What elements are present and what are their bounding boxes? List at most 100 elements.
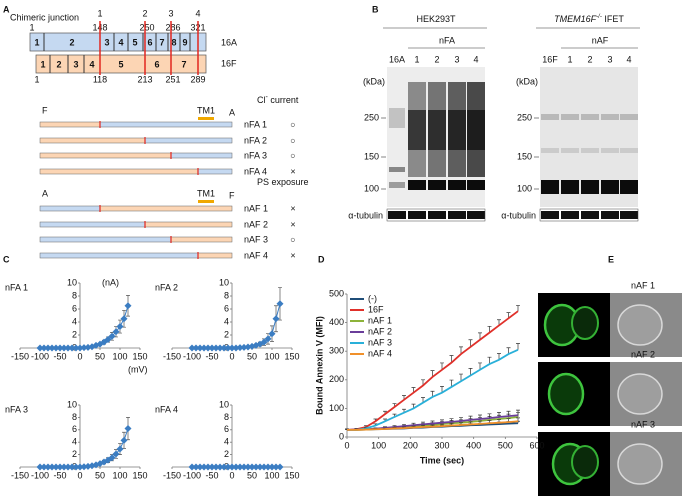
construct-name: nFA 3 (244, 150, 267, 160)
domain-label: 9 (182, 37, 187, 47)
mw-marker: 250 (364, 112, 379, 122)
terminus-label: A (229, 107, 235, 117)
genotype: -/- (596, 14, 602, 20)
series-line (347, 348, 519, 431)
data-point (268, 463, 276, 471)
y-tick-label: 2 (224, 329, 229, 339)
chart-title: nFA 2 (155, 282, 178, 292)
protein-name: 16F (221, 58, 237, 68)
x-tick-label: 50 (247, 470, 257, 480)
x-tick-label: 0 (344, 440, 349, 450)
data-point (80, 463, 88, 471)
tubulin-band (601, 211, 619, 219)
domain-label: 4 (118, 37, 123, 47)
y-axis-title: Bound Annexin V (MFI) (314, 316, 324, 415)
band (408, 180, 426, 190)
y-tick-label: 300 (329, 346, 344, 356)
cell-signal (571, 306, 599, 340)
error-bar (459, 373, 463, 382)
protein-bar (29, 32, 207, 52)
domain-label: 5 (118, 59, 123, 69)
data-point (192, 344, 200, 352)
data-point (204, 344, 212, 352)
domain-label: 3 (73, 59, 78, 69)
terminus-label: A (42, 188, 48, 198)
series-line (40, 428, 129, 468)
data-point (60, 344, 68, 352)
cell-signal (571, 445, 599, 479)
error-bar (516, 343, 520, 350)
y-tick-label: 200 (329, 374, 344, 384)
protein-bar (35, 54, 207, 74)
section-title: Cl- current (257, 94, 299, 106)
x-tick-label: -100 (183, 351, 201, 361)
section-title-text: PS exposure (257, 177, 309, 187)
result-symbol: ○ (290, 234, 295, 244)
legend-label: nAF 1 (368, 315, 392, 325)
error-bar (478, 362, 482, 370)
data-point (276, 300, 284, 308)
y-tick-label: 8 (224, 290, 229, 300)
y-tick-label: 4 (72, 437, 77, 447)
tm-marker (198, 117, 214, 120)
x-tick-label: -50 (53, 351, 66, 361)
y-tick-label: 500 (329, 288, 344, 298)
lane-label: 16F (542, 54, 558, 64)
x-tick-label: 100 (264, 470, 279, 480)
result-symbol: × (290, 219, 295, 229)
data-point (268, 330, 276, 338)
panel-label: B (372, 4, 379, 14)
band (541, 148, 559, 153)
legend-label: 16F (368, 304, 384, 314)
band (601, 180, 619, 194)
x-tick-label: 150 (284, 351, 299, 361)
band (620, 148, 638, 153)
cell-outline (617, 443, 663, 485)
junction-number: 2 (142, 8, 147, 18)
y-tick-label: 0 (339, 431, 344, 441)
y-tick-label: 4 (224, 437, 229, 447)
lane-label: 2 (587, 54, 592, 64)
x-tick-label: -100 (31, 351, 49, 361)
panel-label: C (3, 254, 10, 264)
section-title-sup: - (266, 94, 269, 101)
construct-right (170, 236, 233, 243)
result-symbol: × (290, 250, 295, 260)
section-title-text: current (268, 95, 299, 105)
data-point (188, 344, 196, 352)
data-point (44, 344, 52, 352)
tm-marker (198, 200, 214, 203)
domain-label: 3 (104, 37, 109, 47)
x-tick-label: 50 (95, 351, 105, 361)
chart-title: nFA 4 (155, 404, 178, 414)
data-point (228, 463, 236, 471)
data-point (232, 344, 240, 352)
x-tick-label: 100 (112, 470, 127, 480)
data-point (212, 463, 220, 471)
x-tick-label: -150 (11, 470, 29, 480)
x-tick-label: -100 (183, 470, 201, 480)
construct-left (39, 236, 172, 243)
x-tick-label: -50 (53, 470, 66, 480)
data-point (220, 463, 228, 471)
mw-marker: 250 (517, 112, 532, 122)
construct-name: nAF 4 (244, 250, 268, 260)
data-point (124, 425, 132, 433)
tubulin-band (448, 211, 466, 219)
data-point (252, 463, 260, 471)
residue-number: 118 (93, 74, 107, 84)
y-tick-label: 2 (72, 329, 77, 339)
series-line (192, 303, 281, 349)
data-point (248, 463, 256, 471)
data-point (264, 463, 272, 471)
x-tick-label: 100 (264, 351, 279, 361)
y-tick-label: 6 (72, 303, 77, 313)
domain-label: 7 (181, 59, 186, 69)
tubulin-band (388, 211, 406, 219)
x-tick-label: 150 (132, 351, 147, 361)
tubulin-strip (386, 208, 486, 222)
x-tick-label: 600 (529, 440, 544, 450)
legend-label: nAF 3 (368, 337, 392, 347)
data-point (264, 335, 272, 343)
